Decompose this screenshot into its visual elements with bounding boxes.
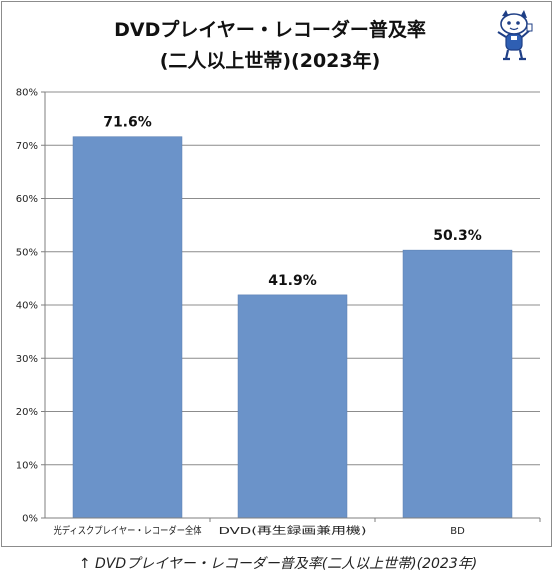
data-label: 71.6% [103, 115, 152, 131]
bar [402, 249, 513, 519]
y-tick-label: 10% [16, 460, 38, 471]
y-tick-label: 20% [16, 407, 38, 418]
x-axis-labels: 光ディスクプレイヤー・レコーダー全体 DVD(再生録画兼用機) BD [54, 518, 541, 537]
x-category-label: DVD(再生録画兼用機) [219, 524, 367, 537]
y-tick-label: 30% [16, 354, 38, 365]
bar [237, 294, 348, 519]
chart-title-line-2: (二人以上世帯)(2023年) [160, 49, 381, 72]
y-tick-label: 40% [16, 301, 38, 312]
chart-title-line-1: DVDプレイヤー・レコーダー普及率 [114, 18, 426, 41]
bar-chart: DVDプレイヤー・レコーダー普及率 (二人以上世帯)(2023年) 0% 10% 2… [16, 18, 541, 537]
data-labels: 71.6% 41.9% 50.3% [103, 115, 482, 289]
x-category-label: 光ディスクプレイヤー・レコーダー全体 [54, 524, 202, 537]
bars [72, 136, 513, 519]
y-tick-label: 80% [16, 88, 38, 99]
x-category-label: BD [450, 526, 465, 537]
y-tick-label: 60% [16, 194, 38, 205]
y-tick-label: 50% [16, 247, 38, 258]
y-tick-label: 0% [22, 514, 38, 525]
mascot-illustration-icon [497, 10, 533, 61]
y-axis-ticks: 0% 10% 20% 30% 40% 50% 60% 70% 80% [16, 88, 45, 525]
y-tick-label: 70% [16, 141, 38, 152]
data-label: 50.3% [433, 228, 482, 244]
figure-caption: ↑ DVDプレイヤー・レコーダー普及率(二人以上世帯)(2023年) [78, 556, 478, 572]
data-label: 41.9% [268, 273, 317, 289]
bar [72, 136, 183, 519]
